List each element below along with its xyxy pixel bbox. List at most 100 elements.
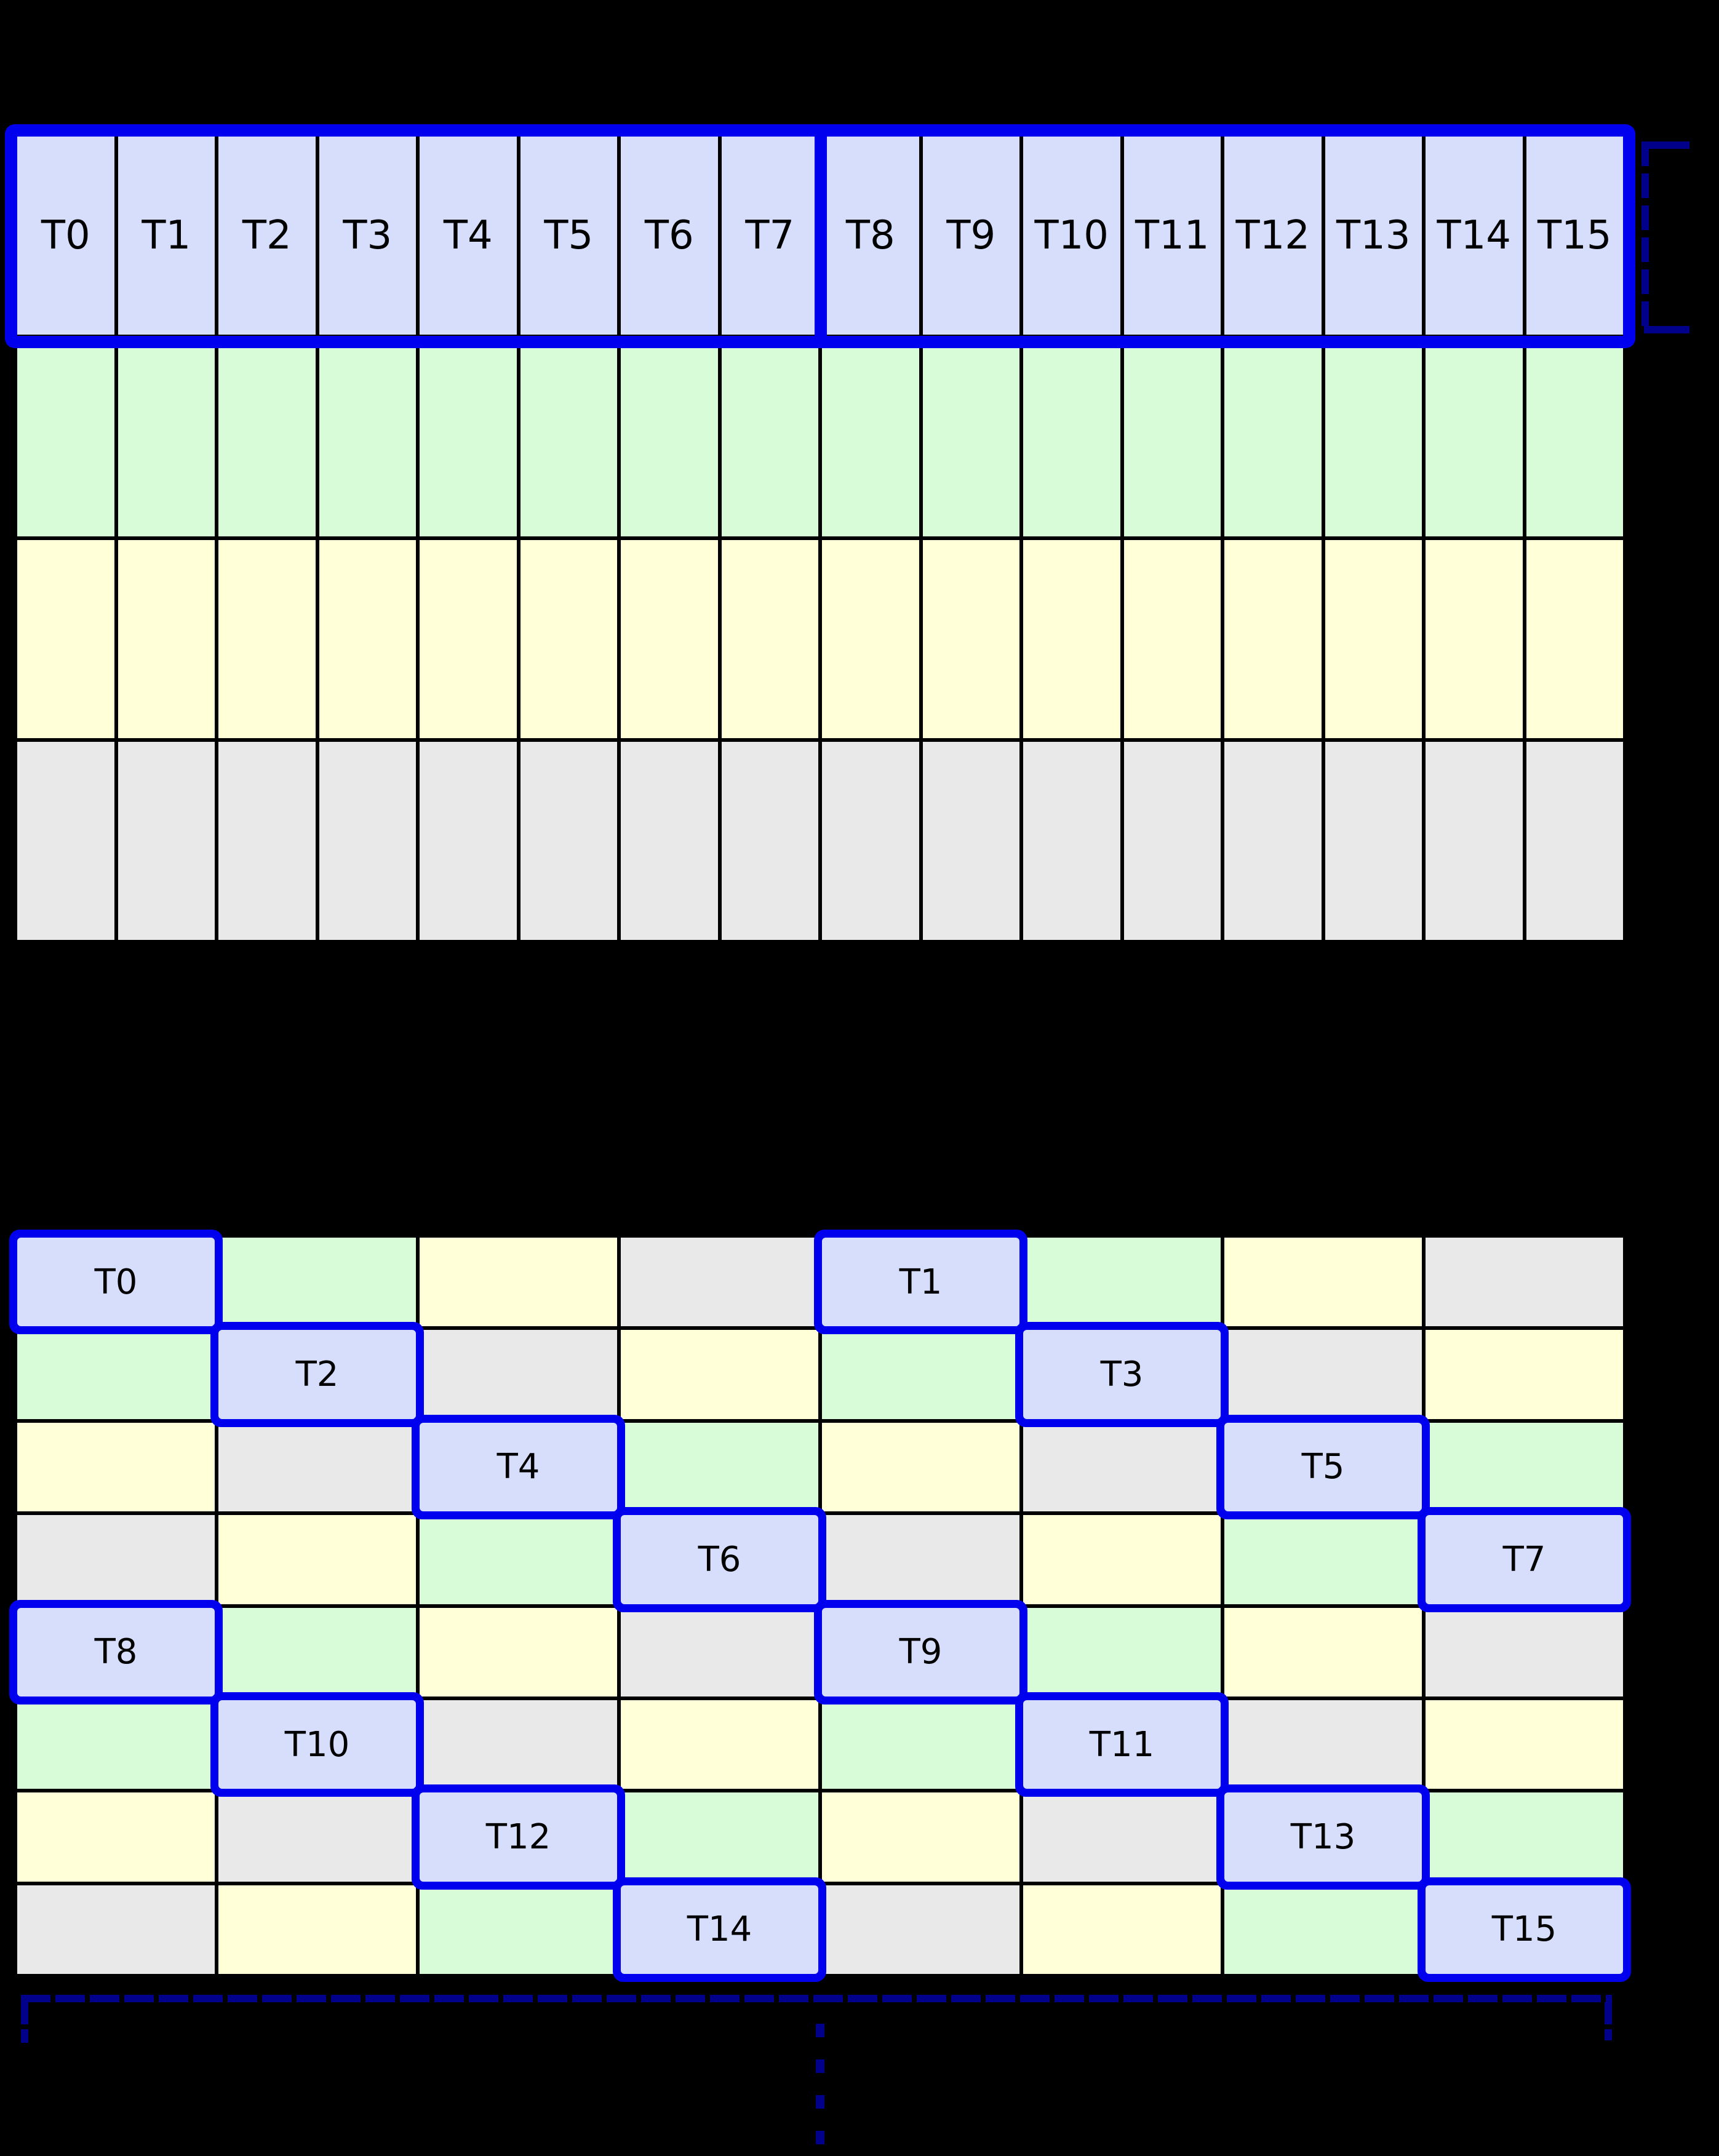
memory-word-cell — [1023, 1792, 1221, 1882]
memory-word-cell — [1123, 742, 1221, 940]
memory-word-cell — [621, 1330, 818, 1419]
memory-word-cell — [17, 1330, 215, 1419]
memory-word-cell — [218, 1422, 416, 1512]
memory-word-cell — [1123, 338, 1221, 536]
memory-word-cell — [721, 742, 818, 940]
memory-word-cell — [1023, 1238, 1221, 1327]
memory-word-cell — [1426, 540, 1523, 738]
memory-word-cell — [721, 338, 818, 536]
memory-word-cell — [822, 1422, 1019, 1512]
memory-word-cell — [420, 1515, 617, 1604]
memory-word-cell — [218, 1515, 416, 1604]
thread-access-cell-T1: T1 — [822, 1238, 1019, 1327]
memory-word-cell — [1224, 1885, 1422, 1974]
memory-word-cell — [520, 742, 617, 940]
memory-word-cell — [520, 540, 617, 738]
memory-word-cell — [17, 1885, 215, 1974]
memory-word-cell — [1224, 1330, 1422, 1419]
memory-word-cell — [319, 540, 416, 738]
thread-cell-T3: T3 — [319, 137, 416, 335]
memory-word-cell — [17, 742, 114, 940]
memory-word-cell — [621, 1700, 818, 1789]
thread-access-cell-T10: T10 — [218, 1700, 416, 1789]
thread-access-cell-T14: T14 — [621, 1885, 818, 1974]
memory-word-cell — [1426, 1422, 1623, 1512]
thread-access-cell-T2: T2 — [218, 1330, 416, 1419]
memory-word-cell — [420, 742, 517, 940]
thread-access-cell-T3: T3 — [1023, 1330, 1221, 1419]
memory-word-cell — [822, 1885, 1019, 1974]
row-bracket-top-arm-icon — [1644, 141, 1689, 149]
memory-word-cell — [1224, 338, 1322, 536]
memory-word-cell — [420, 1238, 617, 1327]
memory-word-cell — [1023, 1422, 1221, 1512]
memory-word-cell — [1224, 742, 1322, 940]
memory-word-cell — [118, 742, 215, 940]
memory-word-cell — [621, 338, 718, 536]
thread-cell-T6: T6 — [621, 137, 718, 335]
memory-word-cell — [218, 742, 316, 940]
memory-word-cell — [17, 1515, 215, 1604]
memory-word-cell — [822, 338, 919, 536]
thread-cell-T7: T7 — [721, 137, 818, 335]
vertical-ellipsis-icon — [816, 2024, 824, 2154]
memory-word-cell — [1224, 1238, 1422, 1327]
memory-word-cell — [1023, 1607, 1221, 1697]
bottom-bracket-right-cap-icon — [1605, 2002, 1612, 2040]
memory-word-cell — [621, 1422, 818, 1512]
memory-word-cell — [118, 540, 215, 738]
memory-word-cell — [1526, 338, 1623, 536]
bottom-memory-grid: T0 T1 T2 T3 T4 T5 T6 T7 T8 T9 T10 T11 T12 T13 T14 T15 — [14, 1234, 1627, 1978]
memory-word-cell — [1426, 1792, 1623, 1882]
thread-cell-T11: T11 — [1123, 137, 1221, 335]
memory-word-cell — [1123, 540, 1221, 738]
memory-word-cell — [721, 540, 818, 738]
thread-access-cell-T12: T12 — [420, 1792, 617, 1882]
thread-cell-T15: T15 — [1526, 137, 1623, 335]
memory-word-cell — [420, 1700, 617, 1789]
memory-word-cell — [17, 1422, 215, 1512]
memory-word-cell — [1526, 540, 1623, 738]
row-bracket-bottom-arm-icon — [1644, 326, 1689, 333]
thread-access-cell-T6: T6 — [621, 1515, 818, 1604]
memory-word-cell — [17, 1792, 215, 1882]
memory-word-cell — [1426, 742, 1523, 940]
memory-word-cell — [1526, 742, 1623, 940]
memory-word-cell — [822, 1330, 1019, 1419]
thread-cell-T12: T12 — [1224, 137, 1322, 335]
thread-access-cell-T9: T9 — [822, 1607, 1019, 1697]
memory-word-cell — [319, 742, 416, 940]
memory-word-cell — [621, 1238, 818, 1327]
memory-word-cell — [420, 1607, 617, 1697]
memory-word-cell — [1426, 1607, 1623, 1697]
memory-word-cell — [822, 1515, 1019, 1604]
memory-word-cell — [822, 540, 919, 738]
memory-word-cell — [520, 338, 617, 536]
memory-word-cell — [218, 1238, 416, 1327]
memory-word-cell — [1224, 1515, 1422, 1604]
memory-word-cell — [420, 540, 517, 738]
thread-access-cell-T4: T4 — [420, 1422, 617, 1512]
memory-word-cell — [621, 1607, 818, 1697]
memory-word-cell — [1325, 742, 1422, 940]
memory-word-cell — [218, 1792, 416, 1882]
thread-access-cell-T0: T0 — [17, 1238, 215, 1327]
thread-access-cell-T15: T15 — [1426, 1885, 1623, 1974]
thread-cell-T14: T14 — [1426, 137, 1523, 335]
memory-word-cell — [319, 338, 416, 536]
memory-word-cell — [922, 540, 1019, 738]
memory-word-cell — [420, 1885, 617, 1974]
thread-cell-T8: T8 — [822, 137, 919, 335]
memory-word-cell — [218, 1607, 416, 1697]
memory-word-cell — [922, 742, 1019, 940]
memory-word-cell — [922, 338, 1019, 536]
memory-word-cell — [1426, 1330, 1623, 1419]
thread-cell-T4: T4 — [420, 137, 517, 335]
memory-word-cell — [621, 1792, 818, 1882]
memory-word-cell — [218, 540, 316, 738]
thread-cell-T5: T5 — [520, 137, 617, 335]
memory-word-cell — [118, 338, 215, 536]
memory-word-cell — [1023, 1885, 1221, 1974]
memory-word-cell — [1023, 540, 1120, 738]
